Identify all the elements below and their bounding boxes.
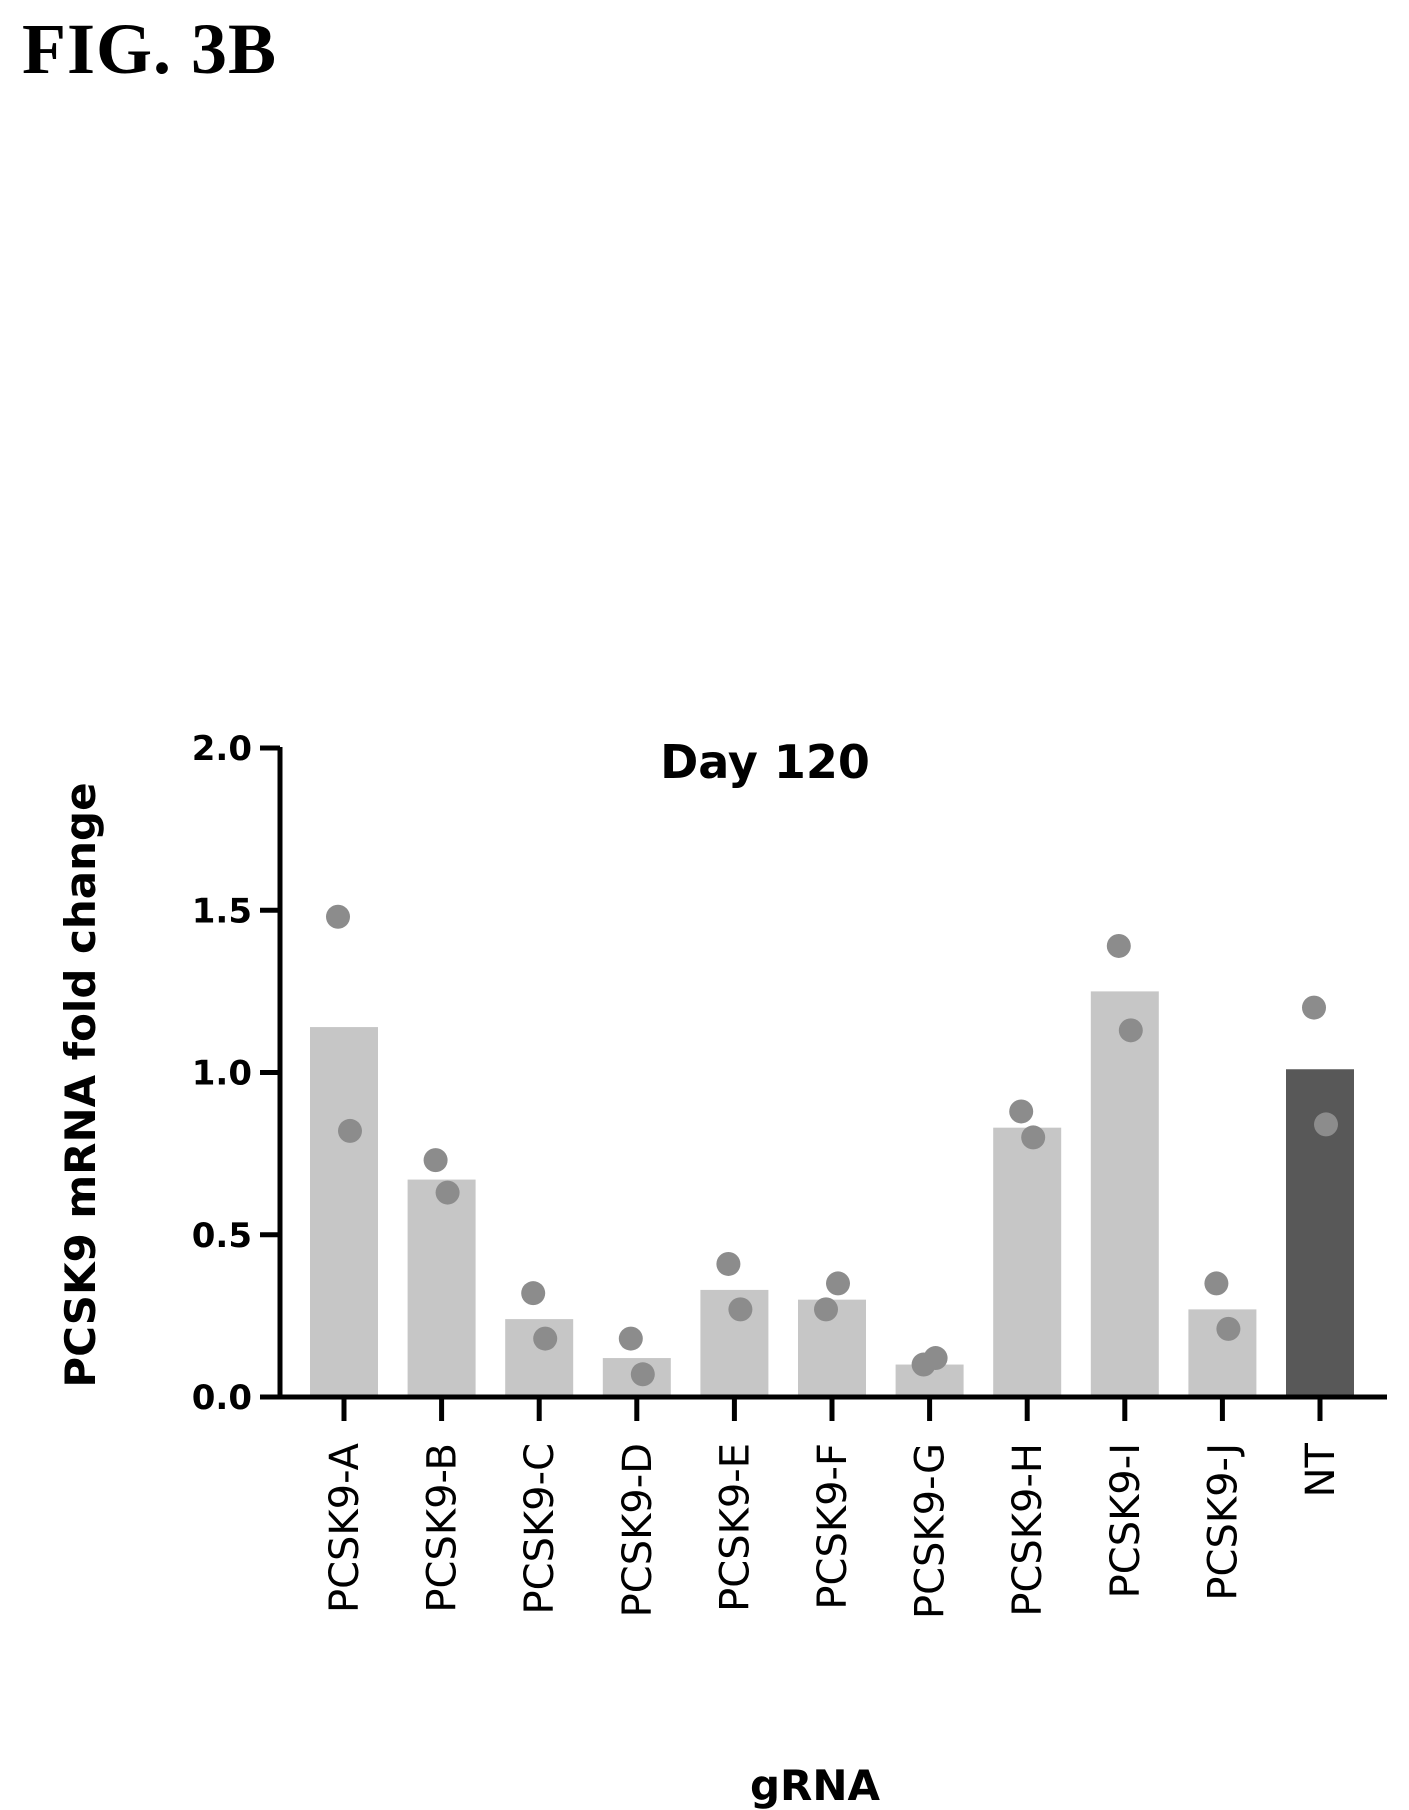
x-tick-label: PCSK9-A <box>322 1442 368 1613</box>
point-pcsk9-d-2 <box>630 1362 655 1387</box>
x-tick-label: PCSK9-I <box>1103 1443 1149 1598</box>
point-pcsk9-g-2 <box>923 1346 948 1371</box>
point-pcsk9-d-1 <box>618 1326 643 1351</box>
point-pcsk9-i-1 <box>1106 933 1131 958</box>
bar-pcsk9-a <box>310 1027 378 1397</box>
point-pcsk9-c-2 <box>533 1326 558 1351</box>
x-tick-label: NT <box>1298 1442 1344 1497</box>
x-tick-label: PCSK9-C <box>517 1443 563 1614</box>
point-pcsk9-a-2 <box>338 1118 362 1143</box>
y-tick-label: 0.5 <box>192 1216 252 1256</box>
point-pcsk9-c-1 <box>521 1281 546 1306</box>
point-nt-1 <box>1302 995 1326 1020</box>
point-pcsk9-h-2 <box>1021 1125 1046 1150</box>
x-tick-label: PCSK9-D <box>615 1443 661 1617</box>
x-tick-label: PCSK9-H <box>1005 1443 1051 1617</box>
point-pcsk9-h-1 <box>1009 1099 1034 1124</box>
x-ticks-group: PCSK9-A PCSK9-B PCSK9-C PCSK9-D PCSK9-E PCSK9… <box>322 1397 1344 1619</box>
point-pcsk9-f-1 <box>814 1297 838 1322</box>
figure-label: FIG. 3B <box>22 9 278 89</box>
point-pcsk9-a-1 <box>326 904 350 929</box>
point-pcsk9-e-1 <box>716 1251 741 1276</box>
y-tick-label: 0.0 <box>192 1378 252 1418</box>
point-pcsk9-j-2 <box>1216 1316 1241 1341</box>
bar-pcsk9-h <box>993 1127 1062 1397</box>
y-axis-title: PCSK9 mRNA fold change <box>56 782 105 1387</box>
y-tick-label: 1.5 <box>192 891 252 931</box>
y-tick-label: 1.0 <box>192 1054 252 1094</box>
bar-pcsk9-b <box>407 1179 476 1397</box>
point-pcsk9-b-2 <box>435 1180 460 1205</box>
point-pcsk9-j-1 <box>1204 1271 1229 1296</box>
point-nt-2 <box>1314 1112 1338 1137</box>
point-pcsk9-f-2 <box>826 1271 850 1296</box>
y-tick-label: 2.0 <box>192 729 252 769</box>
point-pcsk9-e-2 <box>728 1297 753 1322</box>
x-tick-label: PCSK9-E <box>712 1443 758 1612</box>
bars-group <box>310 991 1354 1397</box>
bar-pcsk9-i <box>1090 991 1159 1397</box>
x-tick-label: PCSK9-B <box>420 1443 466 1613</box>
point-pcsk9-b-1 <box>423 1148 448 1173</box>
points-group <box>326 904 1338 1387</box>
x-tick-label: PCSK9-J <box>1200 1443 1246 1601</box>
x-tick-label: PCSK9-G <box>908 1443 954 1619</box>
y-ticks-group: 0.0 0.5 1.0 1.5 2.0 <box>192 729 280 1418</box>
point-pcsk9-i-2 <box>1118 1018 1143 1043</box>
x-axis-title: gRNA <box>750 1761 881 1810</box>
chart-title: Day 120 <box>660 735 870 789</box>
x-tick-label: PCSK9-F <box>810 1443 856 1610</box>
